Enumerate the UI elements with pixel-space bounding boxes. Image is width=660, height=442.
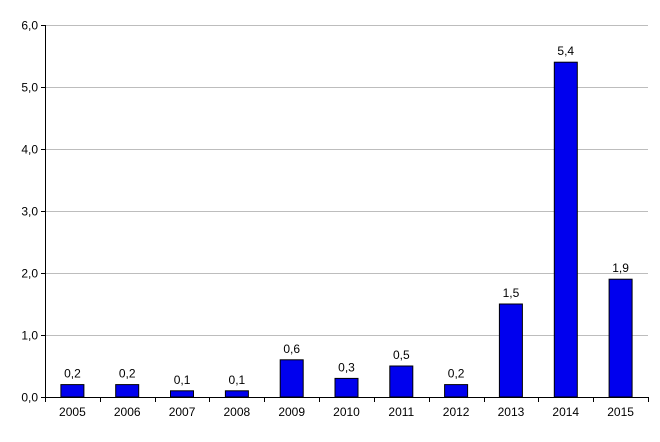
x-tick-label-2007: 2007 <box>169 405 196 419</box>
bar-2014 <box>553 61 578 398</box>
x-tick-label-2010: 2010 <box>333 405 360 419</box>
data-label-2012: 0,2 <box>448 367 465 381</box>
y-tick-label: 2,0 <box>21 267 38 281</box>
data-label-2011: 0,5 <box>393 348 410 362</box>
data-label-2006: 0,2 <box>119 367 136 381</box>
bar-2006 <box>115 384 140 398</box>
x-tick-label-2006: 2006 <box>114 405 141 419</box>
bar-2009 <box>279 359 304 398</box>
bar-2013 <box>498 303 523 398</box>
bar-2015 <box>608 278 633 398</box>
bar-2005 <box>60 384 85 398</box>
x-tick-label-2011: 2011 <box>388 405 414 419</box>
x-tick-label-2013: 2013 <box>498 405 525 419</box>
axes <box>41 25 649 402</box>
y-tick-label: 3,0 <box>21 205 38 219</box>
x-tick-label-2015: 2015 <box>607 405 634 419</box>
gridlines <box>45 25 648 336</box>
bars <box>60 61 633 398</box>
bar-2008 <box>224 390 249 398</box>
data-label-2015: 1,9 <box>612 261 629 275</box>
data-label-2007: 0,1 <box>174 373 191 387</box>
y-tick-label: 1,0 <box>21 329 38 343</box>
data-label-2008: 0,1 <box>229 373 246 387</box>
x-tick-label-2014: 2014 <box>552 405 579 419</box>
data-label-2013: 1,5 <box>503 286 520 300</box>
y-tick-label: 0,0 <box>21 391 38 405</box>
y-tick-label: 5,0 <box>21 81 38 95</box>
data-label-2005: 0,2 <box>64 367 81 381</box>
bar-2007 <box>170 390 194 398</box>
x-tick-label-2008: 2008 <box>224 405 251 419</box>
x-tick-label-2012: 2012 <box>443 405 470 419</box>
x-tick-label-2005: 2005 <box>59 405 86 419</box>
bar-2011 <box>389 365 414 398</box>
y-tick-label: 4,0 <box>21 143 38 157</box>
labels: 0,0 1,0 2,0 3,0 4,0 5,0 6,0 0,2 2005 0,2 2006 0,1 20… <box>21 19 634 420</box>
x-tick-label-2009: 2009 <box>278 405 305 419</box>
data-label-2010: 0,3 <box>338 360 355 374</box>
data-label-2009: 0,6 <box>283 342 300 356</box>
bar-2012 <box>444 384 469 398</box>
data-label-2014: 5,4 <box>557 44 574 58</box>
bar-2010 <box>334 377 359 398</box>
y-tick-label: 6,0 <box>21 19 38 33</box>
